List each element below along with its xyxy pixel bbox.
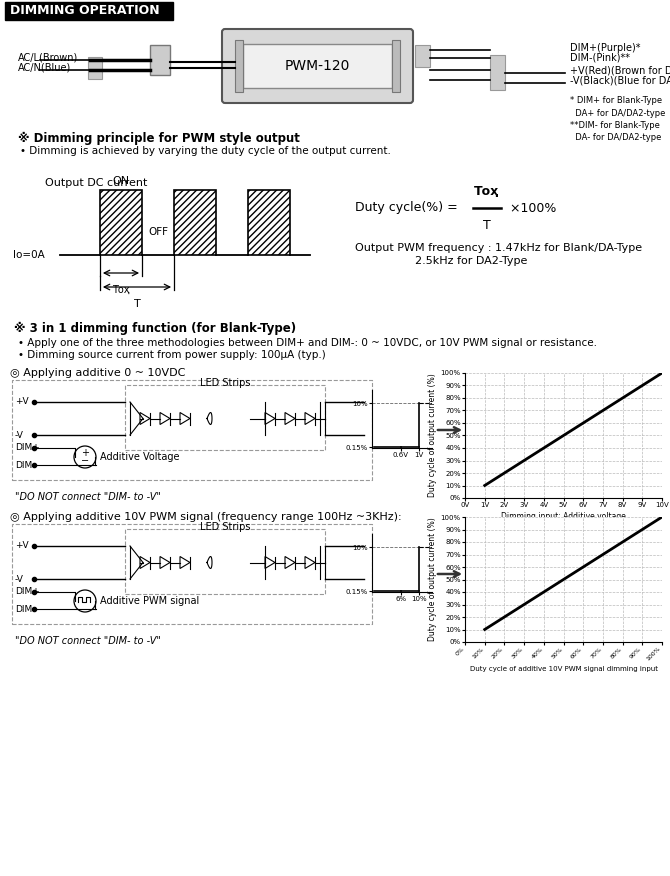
Text: Tᴏҳ: Tᴏҳ [112, 285, 130, 295]
Text: Additive PWM signal: Additive PWM signal [100, 596, 199, 606]
Text: Io=0A: Io=0A [13, 250, 45, 260]
Bar [248, 190, 290, 255]
Text: OFF: OFF [148, 227, 168, 237]
Text: DIM+(Purple)*: DIM+(Purple)* [570, 43, 641, 53]
Bar [5, 2, 173, 20]
Text: • Dimming is achieved by varying the duty cycle of the output current.: • Dimming is achieved by varying the dut… [20, 146, 391, 156]
X-axis label: Duty cycle of additive 10V PWM signal dimming input: Duty cycle of additive 10V PWM signal di… [470, 667, 657, 673]
Bar [235, 40, 243, 92]
Bar [100, 190, 142, 255]
Text: −: − [81, 456, 89, 466]
Bar [150, 45, 170, 75]
Text: Tᴏҳ: Tᴏҳ [474, 185, 500, 198]
Bar [392, 40, 400, 92]
Bar [490, 55, 505, 90]
Bar [174, 190, 216, 255]
Text: ◎ Applying additive 10V PWM signal (frequency range 100Hz ~3KHz):: ◎ Applying additive 10V PWM signal (freq… [10, 512, 401, 522]
Text: ※ 3 in 1 dimming function (for Blank-Type): ※ 3 in 1 dimming function (for Blank-Typ… [14, 322, 296, 336]
Text: -V(Black)(Blue for DA-type): -V(Black)(Blue for DA-type) [570, 76, 670, 86]
Text: T: T [483, 219, 491, 232]
Text: +: + [81, 448, 89, 458]
Text: • Dimming source current from power supply: 100μA (typ.): • Dimming source current from power supp… [18, 350, 326, 360]
Bar [12, 524, 372, 624]
Text: * DIM+ for Blank-Type
  DA+ for DA/DA2-type
**DIM- for Blank-Type
  DA- for DA/D: * DIM+ for Blank-Type DA+ for DA/DA2-typ… [570, 96, 665, 143]
Text: DIMMING OPERATION: DIMMING OPERATION [10, 4, 159, 18]
Text: DIM-(Pink)**: DIM-(Pink)** [570, 53, 630, 63]
Text: -V: -V [15, 430, 24, 440]
Text: +V: +V [15, 541, 29, 550]
Text: AC/L(Brown): AC/L(Brown) [18, 52, 78, 62]
Text: 2.5kHz for DA2-Type: 2.5kHz for DA2-Type [415, 256, 527, 266]
Text: DIM-: DIM- [15, 461, 36, 470]
Bar [12, 380, 372, 480]
Text: ◎ Applying additive 0 ~ 10VDC: ◎ Applying additive 0 ~ 10VDC [10, 368, 186, 378]
FancyBboxPatch shape [222, 29, 413, 103]
Text: -V: -V [15, 575, 24, 583]
Text: Output DC current: Output DC current [45, 178, 147, 188]
Text: Duty cycle(%) =: Duty cycle(%) = [355, 201, 462, 215]
Text: • Apply one of the three methodologies between DIM+ and DIM-: 0 ~ 10VDC, or 10V : • Apply one of the three methodologies b… [18, 338, 597, 348]
Y-axis label: Duty cycle of output current (%): Duty cycle of output current (%) [427, 374, 437, 498]
Y-axis label: Duty cycle of output current (%): Duty cycle of output current (%) [427, 518, 437, 641]
Text: Output PWM frequency : 1.47kHz for Blank/DA-Type: Output PWM frequency : 1.47kHz for Blank… [355, 243, 642, 253]
Text: T: T [133, 299, 141, 309]
Bar [243, 44, 392, 88]
Text: ×100%: ×100% [506, 201, 556, 215]
Text: AC/N(Blue): AC/N(Blue) [18, 63, 71, 73]
Bar [88, 57, 102, 79]
Text: DIM-: DIM- [15, 604, 36, 613]
Text: Additive Voltage: Additive Voltage [100, 452, 180, 462]
Text: ※ Dimming principle for PWM style output: ※ Dimming principle for PWM style output [18, 132, 300, 145]
Text: LED Strips: LED Strips [200, 378, 251, 388]
Bar [125, 529, 325, 594]
Text: DIM+: DIM+ [15, 443, 40, 453]
Text: DIM+: DIM+ [15, 588, 40, 597]
Text: +V: +V [15, 398, 29, 406]
Text: +V(Red)(Brown for DA-type): +V(Red)(Brown for DA-type) [570, 66, 670, 76]
Text: ON: ON [113, 176, 129, 186]
Bar [125, 385, 325, 450]
X-axis label: Dimming input: Additive voltage: Dimming input: Additive voltage [501, 512, 626, 521]
Bar [415, 45, 430, 67]
Text: "DO NOT connect "DIM- to -V": "DO NOT connect "DIM- to -V" [15, 636, 161, 646]
Text: PWM-120: PWM-120 [285, 59, 350, 73]
Text: LED Strips: LED Strips [200, 522, 251, 532]
Text: "DO NOT connect "DIM- to -V": "DO NOT connect "DIM- to -V" [15, 492, 161, 502]
